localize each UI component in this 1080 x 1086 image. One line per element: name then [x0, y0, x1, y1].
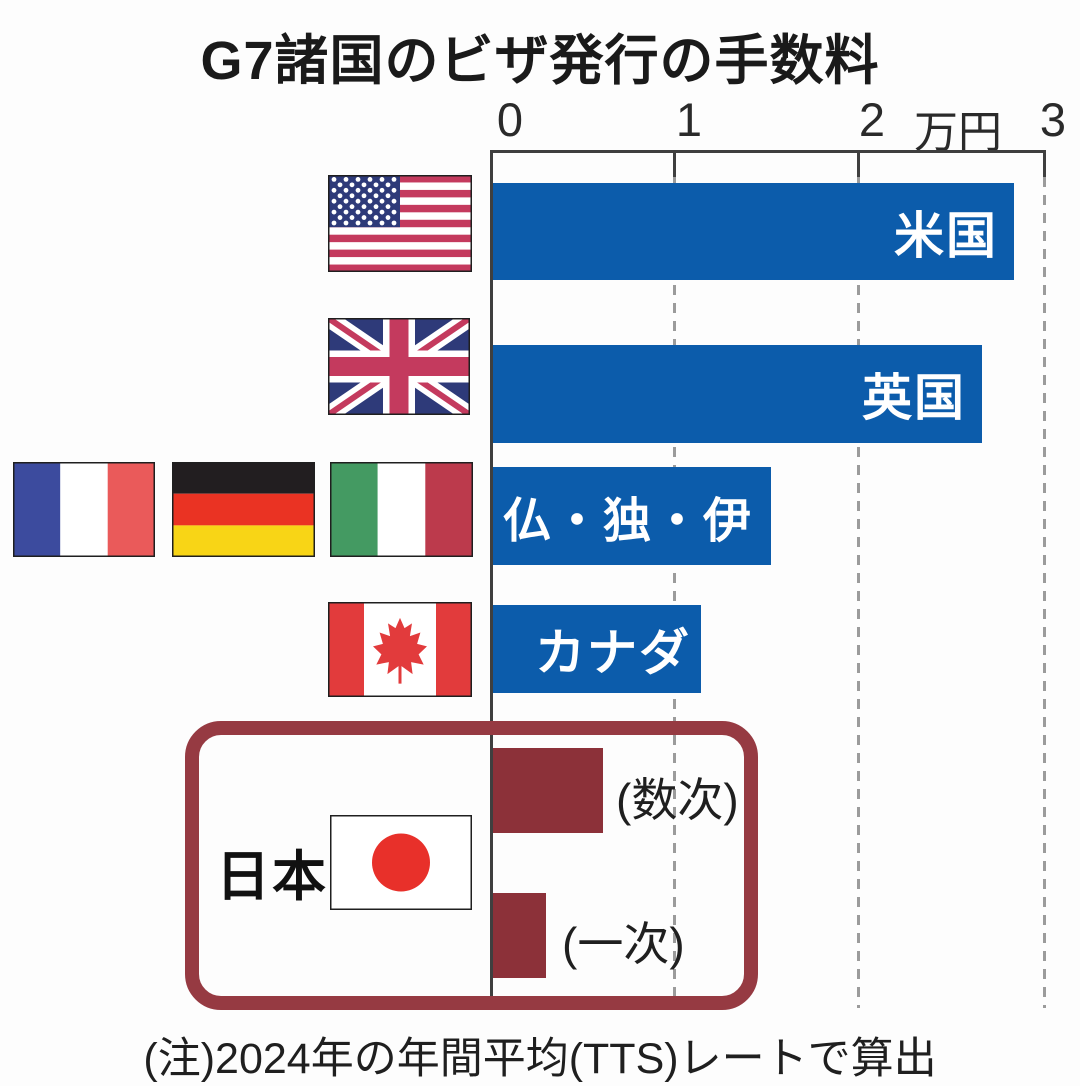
- gridline-2: [857, 177, 860, 1008]
- footnote: (注)2024年の年間平均(TTS)レートで算出: [143, 1035, 937, 1083]
- canada-flag-icon: [328, 602, 472, 697]
- x-axis-tick-3: [1043, 150, 1046, 177]
- axis-tick-label-0: 0: [496, 93, 524, 146]
- france-flag-icon: [13, 462, 155, 557]
- bar-label-canada: カナダ: [535, 625, 691, 681]
- bar-france-germany-italy: 仏・独・伊: [493, 467, 771, 565]
- japan-group-box: [185, 721, 758, 1010]
- bar-japan-single-entry: [493, 893, 546, 978]
- page-title: G7諸国のビザ発行の手数料: [200, 31, 880, 91]
- axis-tick-label-3: 3: [1039, 93, 1067, 146]
- bar-label-uk: 英国: [862, 370, 966, 426]
- usa-flag-icon: [328, 175, 472, 272]
- bar-label-france-germany-italy: 仏・独・伊: [502, 495, 753, 548]
- maple-leaf-icon: [373, 617, 427, 684]
- axis-tick-label-1: 1: [675, 93, 703, 146]
- japan-multiple-entry-label: (数次): [616, 774, 739, 826]
- italy-flag-icon: [330, 462, 473, 557]
- uk-flag-icon: [328, 318, 470, 415]
- bar-japan-multiple-entry: [493, 748, 603, 833]
- axis-unit-label: 万円: [914, 108, 1002, 157]
- y-axis-baseline: [490, 150, 493, 1008]
- japan-flag-icon: [330, 815, 472, 910]
- us-stars: [331, 177, 397, 226]
- x-axis-top-line: [490, 150, 1046, 153]
- x-axis-tick-2: [857, 150, 860, 177]
- x-axis-tick-1: [673, 150, 676, 177]
- germany-flag-icon: [172, 462, 315, 557]
- bar-canada: カナダ: [493, 605, 701, 693]
- gridline-1: [673, 177, 676, 1008]
- bar-uk: 英国: [493, 345, 982, 443]
- japan-single-entry-label: (一次): [562, 918, 685, 970]
- bar-usa: 米国: [493, 183, 1014, 280]
- bar-label-usa: 米国: [894, 207, 998, 264]
- japan-label: 日本: [216, 847, 328, 907]
- gridline-3: [1043, 177, 1046, 1008]
- axis-tick-label-2: 2: [858, 93, 886, 146]
